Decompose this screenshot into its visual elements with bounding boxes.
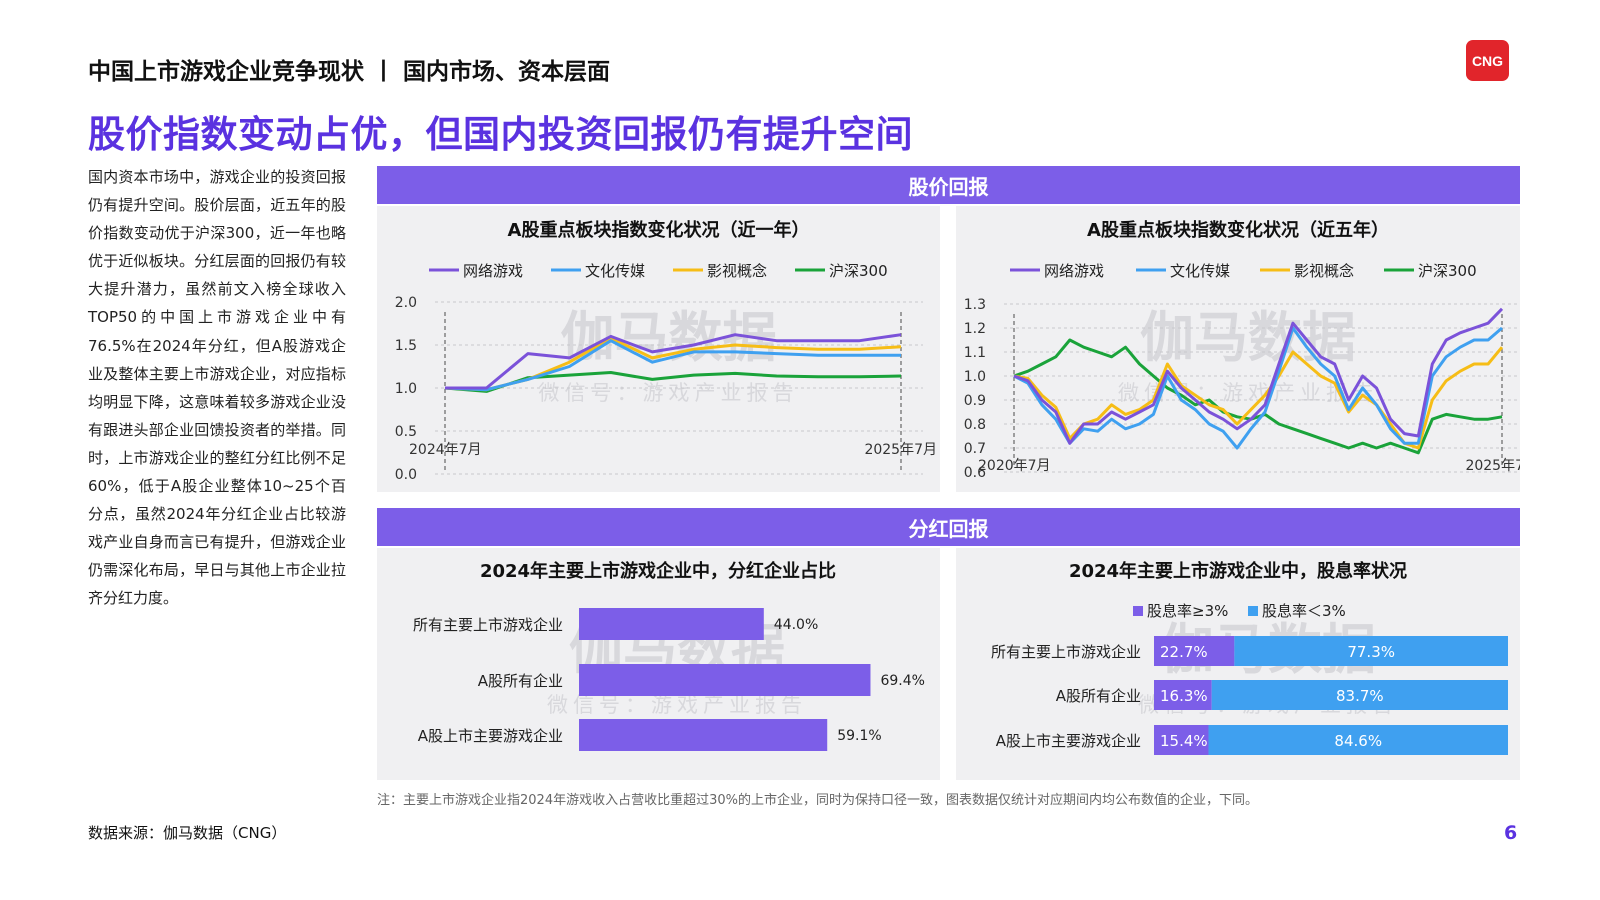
y-tick-label: 1.5 [395,338,417,354]
legend-swatch [1248,606,1258,616]
y-tick-label: 0.9 [964,393,986,409]
y-tick-label: 1.3 [964,297,986,313]
legend-label: 文化传媒 [1170,262,1230,280]
chart-title: 2024年主要上市游戏企业中，分红企业占比 [480,560,836,582]
category-label: A股所有企业 [478,672,563,690]
category-label: 所有主要上市游戏企业 [991,643,1141,661]
data-label: 22.7% [1160,643,1208,661]
data-label: 77.3% [1347,643,1395,661]
legend-swatch [1133,606,1143,616]
section-stock-return: 股价回报 [377,166,1520,204]
y-tick-label: 0.7 [964,441,986,457]
legend-label: 影视概念 [1294,262,1354,280]
x-tick-label: 2025年7月 [864,442,937,458]
bar-segment [1154,680,1212,710]
category-label: A股上市主要游戏企业 [996,732,1141,750]
legend-label: 影视概念 [707,262,767,280]
footnote: 注：主要上市游戏企业指2024年游戏收入占营收比重超过30%的上市企业，同时为保… [377,793,1258,808]
data-label: 15.4% [1160,732,1208,750]
y-tick-label: 1.0 [964,369,986,385]
data-label: 16.3% [1160,687,1208,705]
section-stock-label: 股价回报 [908,174,989,199]
section-dividend-return: 分红回报 [377,508,1520,546]
bar-segment [1234,636,1508,666]
series-line-1 [1013,307,1504,445]
section-dividend-label: 分红回报 [908,516,989,541]
bar [579,719,828,751]
bar-chart-dividend-share: 伽马数据微信号：游戏产业报告2024年主要上市游戏企业中，分红企业占比所有主要上… [413,560,925,751]
page-number: 6 [1504,822,1518,844]
chart-panel-dividend-share: 伽马数据 微信号：游戏产业报告 2024年主要上市游戏企业中，分红企业占比 所有主要上… [377,548,940,780]
watermark-sub: 微信号：游戏产业报告 [547,693,807,717]
line-chart-1y: 伽马数据微信号：游戏产业报告A股重点板块指数变化状况（近一年）网络游戏 文化传媒影… [395,219,937,483]
chart-title: A股重点板块指数变化状况（近五年） [1087,219,1389,241]
data-label: 84.6% [1334,732,1382,750]
category-label: 所有主要上市游戏企业 [413,616,563,634]
chart-title: A股重点板块指数变化状况（近一年） [508,219,810,241]
bar-chart-yield: 伽马数据微信号：游戏产业报告2024年主要上市游戏企业中，股息率状况股息率≥3%… [991,560,1508,755]
data-label: 83.7% [1336,687,1384,705]
bar [579,608,764,640]
bar-segment [1211,680,1508,710]
category-label: A股上市主要游戏企业 [418,727,563,745]
series-line-3 [1013,346,1504,450]
x-tick-label: 2024年7月 [409,442,482,458]
page-title: 股价指数变动占优，但国内投资回报仍有提升空间 [88,113,913,156]
y-tick-label: 1.2 [964,321,986,337]
chart-panel-yield: 伽马数据微信号：游戏产业报告2024年主要上市游戏企业中，股息率状况股息率≥3%… [956,548,1520,780]
series-line-4 [1013,338,1503,455]
chart-panel-1y: 伽马数据 微信号：游戏产业报告 A股重点板块指数变化状况（近一年） 网络游戏 文化传媒影… [377,206,940,492]
x-tick-label: 2025年7月 [1465,458,1520,474]
legend-label: 股息率≥3% [1147,602,1228,620]
y-tick-label: 0.5 [395,424,417,440]
y-tick-label: 1.1 [964,345,986,361]
bar-segment [1154,636,1235,666]
data-label: 59.1% [837,728,881,744]
series-line-2 [1013,326,1503,450]
legend-label: 网络游戏 [1044,262,1104,280]
y-tick-label: 1.0 [395,381,417,397]
body-paragraph: 国内资本市场中，游戏企业的投资回报仍有提升空间。股价层面，近五年的股价指数变动优… [88,168,346,608]
y-tick-label: 0.0 [395,467,417,483]
legend-label: 网络游戏 [463,262,523,280]
data-label: 69.4% [880,673,924,689]
series-line-1 [445,333,902,390]
cng-logo: CNG [1466,40,1509,81]
bar [579,664,871,696]
watermark-main: 伽马数据 [1140,306,1356,369]
line-chart-5y: 伽马数据微信号：游戏产业报告A股重点板块指数变化状况（近五年）网络游戏 文化传媒影… [964,219,1520,481]
watermark-sub: 微信号：游戏产业报告 [539,381,799,405]
x-tick-label: 2020年7月 [978,458,1051,474]
data-label: 44.0% [774,617,818,633]
legend-label: 沪深300 [1418,262,1477,280]
legend-label: 文化传媒 [585,262,645,280]
series-line-2 [444,339,901,392]
chart-title: 2024年主要上市游戏企业中，股息率状况 [1069,560,1407,582]
y-tick-label: 2.0 [395,295,417,311]
y-tick-label: 0.8 [964,417,986,433]
header-title: 中国上市游戏企业竞争现状 丨 国内市场、资本层面 [88,59,611,85]
data-source: 数据来源：伽马数据（CNG） [88,824,287,842]
legend-label: 沪深300 [829,262,888,280]
chart-panel-5y: 伽马数据 微信号：游戏产业报告 A股重点板块指数变化状况（近五年） 网络游戏 文化传媒影… [956,206,1520,492]
y-tick-label: 0.6 [964,465,986,481]
bar-segment [1154,725,1209,755]
bar-segment [1208,725,1508,755]
legend-label: 股息率＜3% [1262,602,1346,620]
category-label: A股所有企业 [1056,687,1141,705]
